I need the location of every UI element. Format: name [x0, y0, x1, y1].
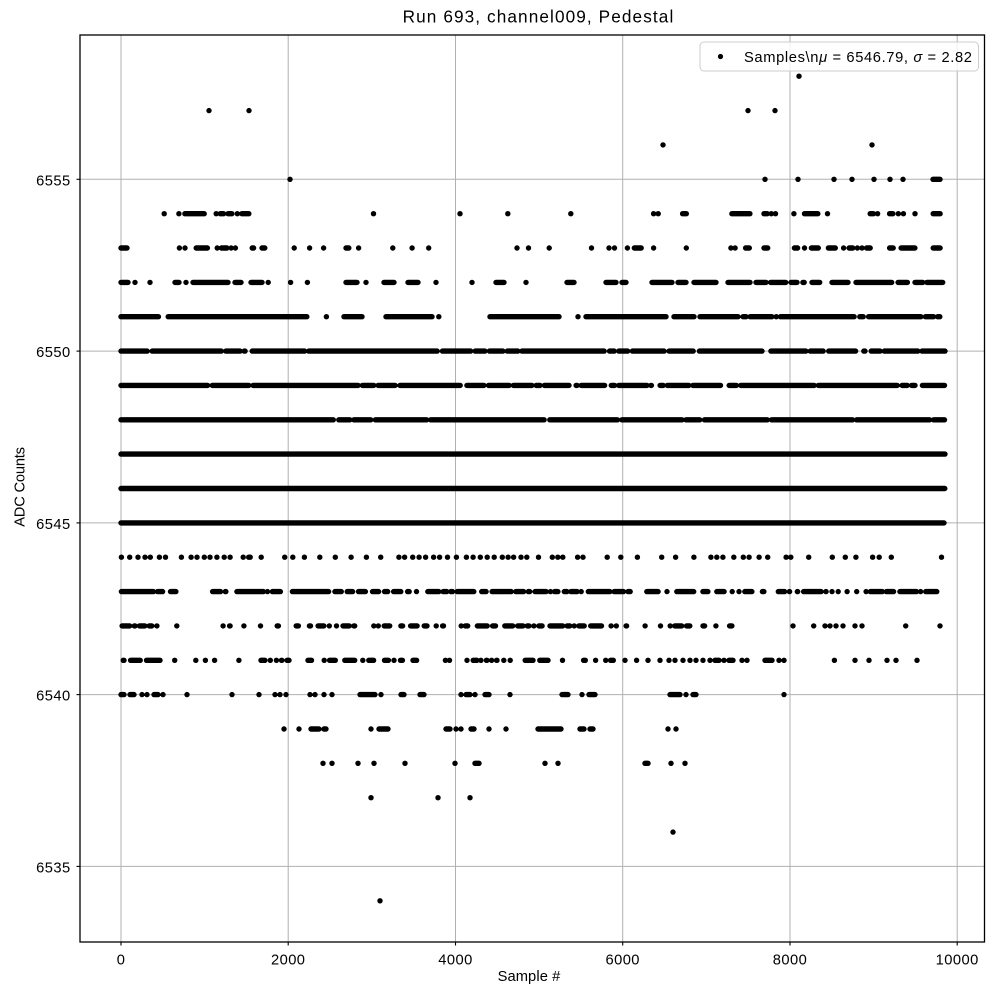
svg-text:6000: 6000 [605, 952, 639, 968]
svg-text:Samples\nμ = 6546.79, σ = 2.82: Samples\nμ = 6546.79, σ = 2.82 [744, 50, 973, 66]
svg-text:Run 693, channel009, Pedestal: Run 693, channel009, Pedestal [403, 6, 675, 26]
svg-text:2000: 2000 [271, 952, 305, 968]
svg-text:Sample #: Sample # [498, 969, 562, 985]
svg-text:0: 0 [117, 952, 126, 968]
svg-text:6535: 6535 [36, 860, 70, 876]
svg-text:4000: 4000 [438, 952, 472, 968]
svg-text:8000: 8000 [773, 952, 807, 968]
svg-text:10000: 10000 [936, 952, 979, 968]
svg-text:6545: 6545 [36, 517, 70, 533]
svg-text:6555: 6555 [36, 173, 70, 189]
svg-text:6550: 6550 [36, 345, 70, 361]
svg-text:ADC Counts: ADC Counts [12, 447, 28, 527]
svg-text:6540: 6540 [36, 689, 70, 705]
